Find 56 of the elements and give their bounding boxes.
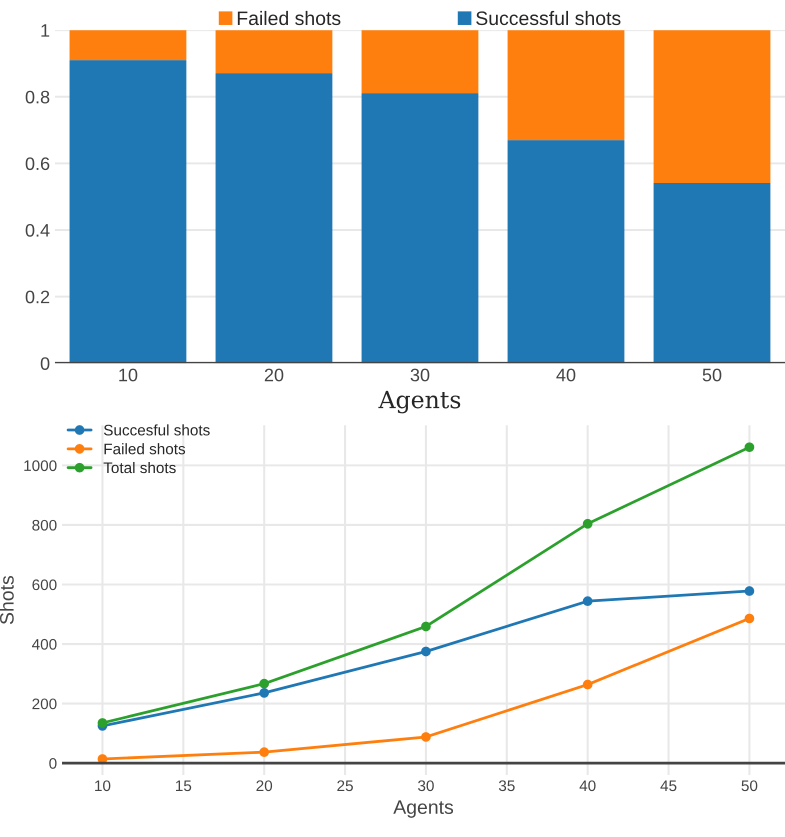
point (744, 586, 754, 596)
y-tick-label: 600 (32, 579, 57, 590)
y-tick-label: 0 (49, 758, 57, 769)
x-tick-label: 20 (264, 368, 284, 382)
y-tick-label: 1000 (24, 460, 57, 472)
y-tick-label: 0.4 (26, 224, 50, 237)
legend-label: Failed shots (104, 443, 186, 454)
y-tick-label: 200 (32, 698, 57, 710)
x-tick-label: 10 (95, 780, 110, 792)
x-axis-title: Agents (393, 800, 454, 818)
point (744, 442, 754, 452)
x-tick-label: 30 (418, 780, 434, 792)
y-tick-label: 400 (32, 638, 57, 650)
x-axis-title: Agents (378, 390, 460, 414)
x-tick-label: 10 (119, 368, 138, 382)
point (421, 646, 431, 656)
y-tick-label: 0.2 (26, 290, 50, 304)
x-tick-label: 50 (702, 368, 722, 382)
bar (70, 60, 186, 364)
x-tick-label: 15 (176, 780, 192, 792)
legend-label: Succesful shots (104, 424, 210, 436)
legend-label: Failed shots (238, 10, 340, 26)
x-tick-label: 50 (742, 780, 758, 792)
x-tick-label: 35 (498, 780, 515, 792)
bar (216, 30, 332, 74)
x-tick-label: 40 (556, 368, 576, 382)
y-tick-label: 0.8 (26, 90, 50, 104)
legend-label: Successful shots (476, 10, 620, 26)
point (421, 732, 431, 742)
y-tick-label: 1 (41, 24, 50, 37)
point (582, 596, 593, 606)
bar (362, 93, 478, 364)
point (744, 614, 754, 624)
x-tick-label: 45 (660, 780, 676, 792)
y-tick-label: 0.6 (26, 157, 50, 170)
bar (216, 73, 332, 364)
bar (362, 30, 478, 94)
point (421, 622, 431, 632)
point (582, 518, 593, 529)
point (582, 680, 593, 690)
x-tick-label: 30 (410, 368, 430, 382)
y-tick-label: 800 (32, 520, 57, 531)
bar (508, 140, 624, 364)
x-tick-label: 40 (580, 780, 596, 792)
x-tick-label: 20 (256, 780, 272, 792)
bar (654, 183, 770, 364)
point (259, 747, 270, 757)
bar (70, 30, 186, 60)
legend-label: Total shots (104, 462, 176, 474)
point (259, 678, 270, 689)
point (98, 718, 108, 728)
bar (508, 30, 624, 140)
x-tick-label: 25 (337, 780, 353, 792)
y-tick-label: 0 (40, 357, 50, 370)
bar (654, 30, 770, 184)
point (259, 688, 270, 698)
